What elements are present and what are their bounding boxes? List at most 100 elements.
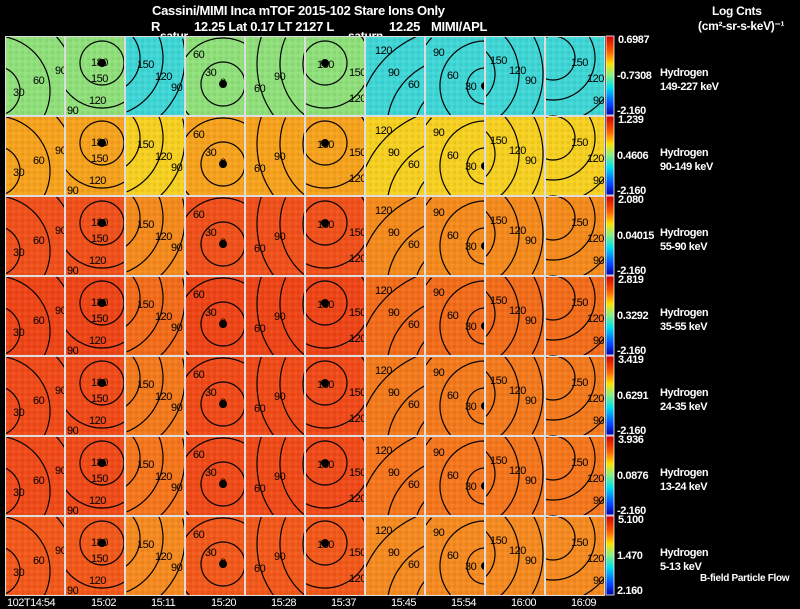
- contour-line: [65, 569, 125, 589]
- contour-line: [200, 541, 246, 587]
- panel-border: [185, 116, 245, 196]
- panel-border: [125, 356, 185, 436]
- contour-label: 150: [91, 393, 108, 405]
- contour-line: [279, 37, 306, 116]
- panel-texture: [65, 196, 125, 276]
- contour-label: 150: [490, 135, 507, 147]
- contour-label: 90: [171, 162, 183, 174]
- contour-line: [484, 234, 496, 258]
- contour-line: [185, 517, 245, 538]
- contour-label: 30: [13, 247, 25, 259]
- contour-label: 60: [408, 319, 420, 331]
- contour-label: 90: [388, 387, 400, 399]
- contour-label: 150: [137, 539, 154, 551]
- contour-line: [132, 36, 141, 58]
- panel-border: [545, 116, 605, 196]
- contour-label: 150: [349, 547, 366, 559]
- time-tick-label: 16:09: [571, 597, 596, 609]
- contour-label: 60: [447, 550, 459, 562]
- contour-line: [305, 563, 366, 589]
- panel-texture: [425, 516, 485, 596]
- contour-line: [4, 491, 21, 515]
- contour-line: [424, 37, 432, 47]
- colorbar-max: 2.819: [618, 274, 644, 286]
- contour-label: 180: [317, 539, 334, 551]
- contour-line: [484, 74, 496, 98]
- energy-label: 55-90 keV: [660, 241, 708, 253]
- contour-line: [424, 357, 432, 367]
- contour-line: [304, 223, 348, 246]
- units-label: (cm²-sr-s-keV)⁻¹: [698, 19, 785, 33]
- contour-label: 60: [408, 159, 420, 171]
- panel-border: [425, 116, 485, 196]
- contour-label: 90: [274, 151, 286, 163]
- heatmap-panel: 120 90 60: [365, 516, 426, 596]
- panel-texture: [305, 356, 365, 436]
- heatmap-panel: 120 90 60: [365, 356, 426, 436]
- contour-line: [545, 458, 576, 481]
- panel-border: [65, 436, 125, 516]
- contour-label: 180: [91, 297, 108, 309]
- colorbar-min: -2.160: [617, 425, 646, 437]
- heatmap-panel: 180 150 120: [304, 196, 367, 276]
- contour-label: 150: [137, 59, 154, 71]
- contour-line: [125, 218, 141, 247]
- heatmap-panel: 120 90 60: [365, 196, 426, 276]
- panel-border: [485, 276, 545, 356]
- contour-line: [533, 516, 544, 554]
- panel-texture: [305, 436, 365, 516]
- contour-label: 90: [433, 367, 445, 379]
- heatmap-panel: 180 150 120: [304, 516, 367, 596]
- contour-line: [79, 200, 125, 246]
- contour-line: [545, 218, 596, 261]
- contour-label: 90: [525, 315, 537, 327]
- species-label: Hydrogen: [660, 307, 709, 319]
- contour-label: 30: [13, 327, 25, 339]
- contour-line: [500, 314, 520, 357]
- contour-line: [387, 305, 425, 356]
- panel-border: [125, 276, 185, 356]
- contour-line: [126, 218, 164, 273]
- panel-texture: [65, 516, 125, 596]
- panel-texture: [305, 196, 365, 276]
- panel-border: [305, 36, 365, 116]
- contour-label: 90: [388, 467, 400, 479]
- contour-line: [4, 171, 21, 195]
- contour-line: [65, 249, 125, 269]
- contour-label: 150: [571, 297, 588, 309]
- contour-label: 150: [91, 233, 108, 245]
- colorbar: [605, 435, 615, 516]
- contour-label: 150: [349, 67, 366, 79]
- r-label: R: [151, 19, 161, 34]
- contour-label: 120: [89, 415, 106, 427]
- energy-label: 149-227 keV: [660, 81, 720, 93]
- contour-label: 90: [593, 575, 605, 587]
- contour-line: [533, 116, 544, 154]
- contour-line: [126, 58, 164, 113]
- panel-texture: [545, 116, 605, 196]
- contour-line: [500, 474, 520, 517]
- contour-line: [302, 532, 306, 556]
- contour-line: [500, 74, 520, 117]
- contour-line: [125, 298, 141, 327]
- contour-label: 150: [91, 153, 108, 165]
- panel-border: [5, 436, 65, 516]
- contour-label: 90: [388, 307, 400, 319]
- contour-line: [387, 225, 425, 276]
- contour-label: 0: [220, 557, 226, 569]
- contour-line: [439, 120, 485, 196]
- contour-line: [79, 520, 125, 566]
- contour-line: [6, 276, 51, 331]
- panel-border: [185, 36, 245, 116]
- panel-border: [365, 36, 425, 116]
- contour-label: 90: [171, 402, 183, 414]
- contour-line: [583, 177, 605, 196]
- saturn-marker: [321, 379, 329, 387]
